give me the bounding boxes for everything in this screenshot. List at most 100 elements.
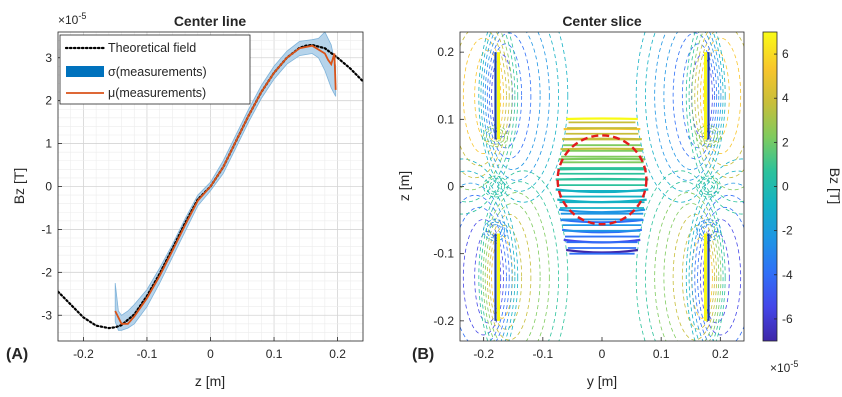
field-line-dashed: [460, 206, 507, 341]
field-line-dashed: [478, 170, 569, 341]
field-line-dashed: [460, 32, 510, 179]
field-line-dashed: [460, 158, 519, 341]
field-line-dashed: [699, 221, 718, 239]
x-tick-label-b: -0.1: [532, 347, 553, 361]
center-line-chart: -0.2 -0.1 0 0.1 0.2 -3 -2 -1 0 1 2 3 Center line z …: [6, 11, 364, 389]
field-line-dashed: [702, 180, 715, 193]
field-line-dashed: [663, 203, 720, 341]
legend-item-theory: Theoretical field: [108, 41, 196, 55]
chart-title-b: Center slice: [562, 13, 642, 29]
field-line-dashed: [699, 178, 718, 195]
field-line-dashed: [460, 170, 516, 341]
x-tick-label-b: 0.2: [712, 347, 729, 361]
field-line-dashed: [702, 224, 715, 237]
y-tick-label-a: 2: [45, 94, 52, 108]
y-tick-label-b: 0.1: [437, 112, 454, 126]
field-line-dashed: [484, 203, 541, 341]
y-tick-label-a: 1: [45, 137, 52, 151]
field-line-dashed: [691, 54, 713, 138]
field-line-dashed: [480, 32, 559, 192]
field-line-dashed: [685, 158, 744, 341]
x-tick-label-b: -0.2: [473, 347, 494, 361]
x-axis-label-b: y [m]: [587, 373, 617, 389]
field-line-dashed: [691, 235, 713, 319]
x-tick-label-a: 0.2: [329, 347, 346, 361]
field-contour-solid: [557, 167, 647, 171]
field-line-dashed: [691, 32, 744, 191]
field-contour-solid: [566, 248, 638, 254]
field-line-dashed: [460, 194, 510, 341]
field-line-dashed: [694, 194, 744, 341]
y-axis-label-b: z [m]: [396, 171, 412, 201]
field-line-dashed: [489, 180, 502, 193]
colorbar-tick-label: -2: [782, 224, 793, 238]
field-line-dashed: [486, 127, 505, 145]
chart-title-a: Center line: [174, 13, 247, 29]
field-line-dashed: [462, 219, 504, 336]
x-tick-label-b: 0.1: [653, 347, 670, 361]
field-line-dashed: [460, 182, 513, 341]
legend-swatch-sigma: [66, 66, 104, 77]
field-line-dashed: [691, 182, 744, 341]
x-tick-label-a: -0.2: [73, 347, 94, 361]
field-line-dashed: [645, 32, 724, 192]
colorbar-tick-label: 2: [782, 135, 789, 149]
field-contour-solid: [560, 147, 644, 151]
measurements-mean-line: [114, 44, 337, 325]
field-line-dashed: [700, 219, 742, 336]
field-line-dashed: [697, 32, 744, 167]
panel-label-b: (B): [412, 346, 434, 363]
field-line-dashed: [460, 32, 507, 167]
colorbar-tick-label: 4: [782, 91, 789, 105]
y-axis-label-a: Bz [T]: [11, 168, 27, 205]
y-tick-label-a: -2: [41, 265, 52, 279]
legend-item-mu: μ(measurements): [108, 86, 206, 100]
y-exponent-a: ×10-5: [58, 11, 86, 27]
x-axis-label-a: z [m]: [195, 373, 225, 389]
field-line-dashed: [483, 175, 508, 198]
y-tick-label-b: -0.2: [433, 314, 454, 328]
field-line-dashed: [460, 32, 513, 191]
field-line-dashed: [696, 175, 721, 198]
field-line-dashed: [462, 37, 504, 154]
field-contour-solid: [558, 157, 646, 161]
field-line-dashed: [685, 32, 744, 215]
field-line-dashed: [460, 32, 519, 215]
legend-a: Theoretical field σ(measurements) μ(meas…: [59, 34, 251, 105]
field-contours: [460, 32, 744, 341]
field-line-dashed: [635, 32, 726, 203]
center-slice-chart: -0.2 -0.1 0 0.1 0.2 -0.2 -0.1 0 0.1 0.2 Center sl…: [396, 13, 842, 389]
colorbar-tick-label: 0: [782, 180, 789, 194]
y-tick-label-a: 3: [45, 51, 52, 65]
field-line-dashed: [482, 32, 550, 181]
y-tick-label-a: 0: [45, 180, 52, 194]
target-region-circle: [556, 134, 648, 226]
panel-label-a: (A): [6, 346, 28, 363]
x-tick-label-b: 0: [599, 347, 606, 361]
field-line-dashed: [635, 170, 726, 341]
colorbar-tick-label: -4: [782, 268, 793, 282]
field-line-dashed: [474, 49, 502, 142]
y-tick-label-b: 0.2: [437, 45, 454, 59]
y-tick-label-b: -0.1: [433, 247, 454, 261]
field-line-dashed: [480, 181, 559, 341]
y-tick-label-a: -3: [41, 308, 52, 322]
legend-item-sigma: σ(measurements): [108, 65, 207, 79]
field-line-dashed: [486, 178, 505, 195]
field-line-dashed: [474, 231, 502, 324]
field-line-dashed: [484, 32, 541, 170]
field-line-dashed: [699, 127, 718, 145]
field-line-dashed: [702, 231, 730, 324]
x-tick-label-a: 0: [207, 347, 214, 361]
field-line-dashed: [700, 37, 742, 154]
colorbar-label: Bz [T]: [827, 168, 842, 205]
ticks-a: -0.2 -0.1 0 0.1 0.2 -3 -2 -1 0 1 2 3: [41, 51, 346, 361]
field-contour-solid: [566, 117, 638, 121]
field-line-dashed: [460, 32, 516, 203]
field-line-dashed: [478, 32, 569, 203]
field-line-dashed: [654, 32, 722, 181]
field-line-dashed: [482, 192, 550, 341]
colorbar-exponent: ×10-5: [770, 359, 798, 375]
ticks-b: -0.2 -0.1 0 0.1 0.2 -0.2 -0.1 0 0.1 0.2: [433, 45, 729, 361]
